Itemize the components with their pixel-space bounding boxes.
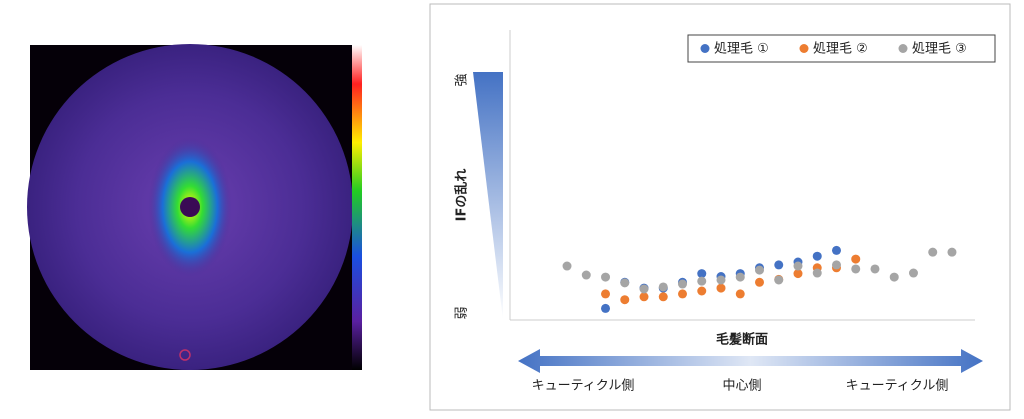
point	[658, 282, 668, 292]
point	[851, 264, 861, 274]
point	[755, 277, 764, 287]
legend-label: 処理毛 ①	[714, 42, 769, 57]
point	[581, 270, 591, 280]
point	[697, 276, 707, 286]
point	[793, 269, 803, 279]
direction-label: 中心側	[722, 379, 761, 394]
legend-marker	[898, 44, 908, 53]
direction-label: キューティクル側	[532, 379, 635, 394]
point	[716, 283, 726, 293]
point	[601, 303, 611, 313]
point	[870, 264, 880, 274]
legend-label: 処理毛 ③	[912, 42, 967, 57]
point	[716, 275, 726, 285]
point	[908, 268, 918, 278]
direction-arrow	[518, 349, 983, 373]
point	[562, 261, 572, 271]
y-low-label: 弱	[455, 306, 470, 319]
legend-marker	[700, 44, 710, 53]
point	[601, 289, 611, 299]
point	[831, 245, 841, 255]
panel-frame	[429, 3, 1011, 411]
point	[928, 247, 938, 257]
point	[697, 286, 707, 296]
point	[735, 272, 745, 282]
direction-label: キューティクル側	[846, 379, 949, 394]
point	[755, 265, 764, 275]
y-axis-title: IFの乱れ	[454, 169, 470, 222]
point	[678, 279, 688, 289]
point	[947, 247, 957, 257]
point	[658, 292, 668, 302]
point	[639, 284, 649, 294]
point	[831, 260, 841, 270]
intensity-wedge	[473, 72, 503, 320]
diffraction-image	[27, 44, 362, 370]
point	[678, 289, 688, 299]
legend	[687, 34, 996, 63]
point	[620, 278, 630, 288]
point	[774, 260, 784, 270]
point	[697, 269, 707, 279]
x-axis-title: 毛髪断面	[716, 332, 768, 348]
point	[639, 292, 649, 302]
legend-label: 処理毛 ②	[813, 42, 868, 57]
point	[601, 272, 611, 282]
y-high-label: 強	[455, 73, 470, 86]
legend-marker	[799, 44, 809, 53]
point	[793, 261, 803, 271]
point	[851, 254, 861, 264]
point	[889, 272, 899, 282]
point	[774, 275, 784, 285]
point	[620, 295, 630, 305]
point	[735, 289, 745, 299]
point	[812, 251, 822, 261]
point	[812, 268, 822, 278]
